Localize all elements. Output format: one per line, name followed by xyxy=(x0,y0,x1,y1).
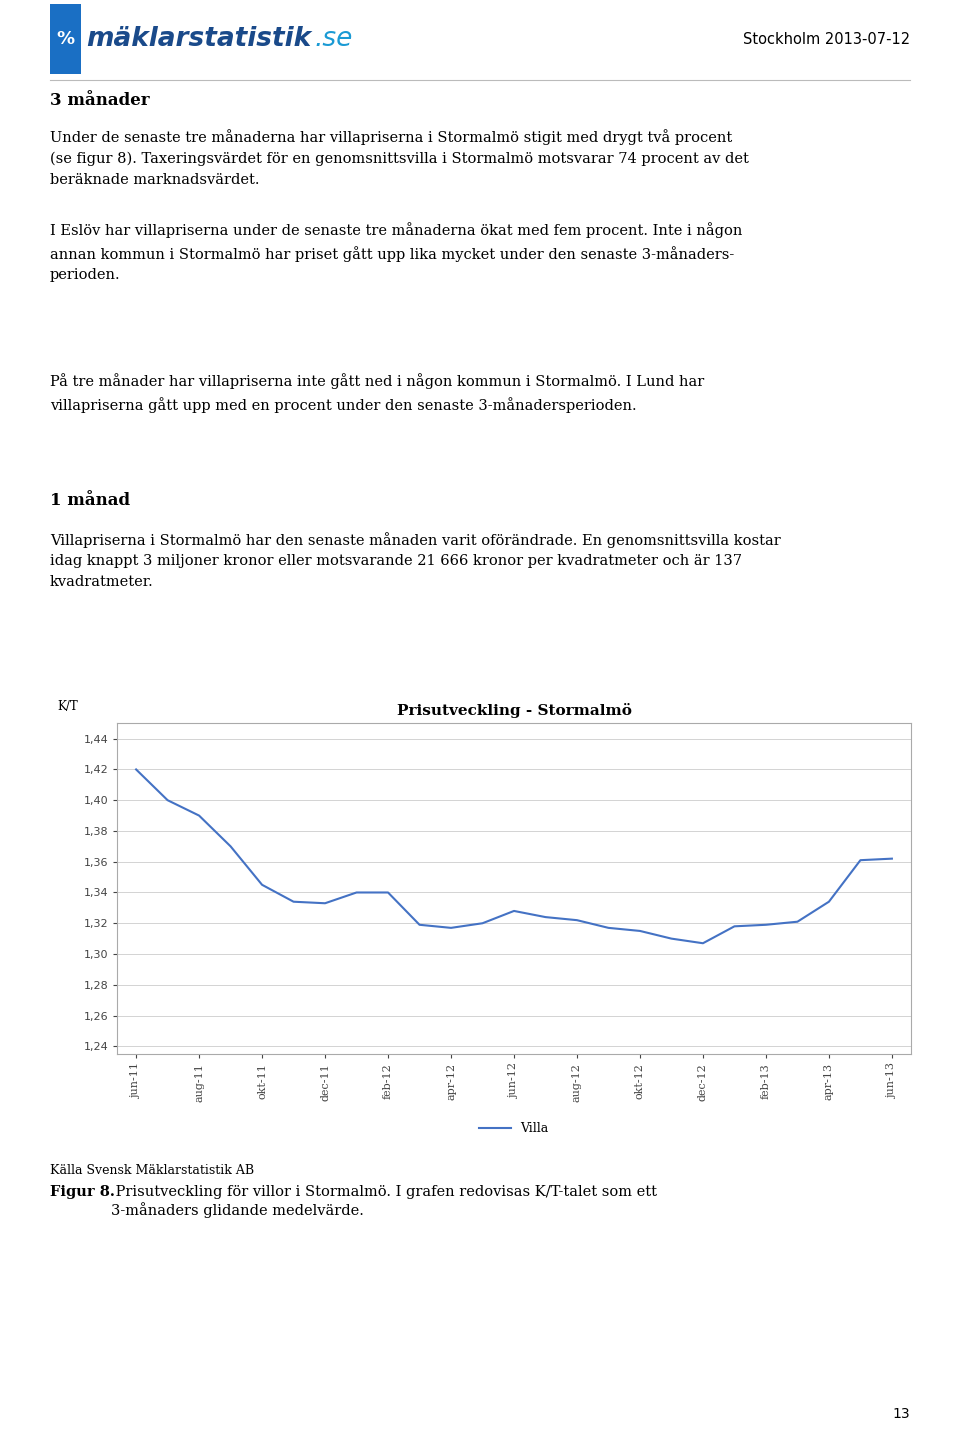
Text: 3 månader: 3 månader xyxy=(50,92,150,108)
Text: 13: 13 xyxy=(893,1407,910,1421)
Text: Under de senaste tre månaderna har villapriserna i Stormalmö stigit med drygt tv: Under de senaste tre månaderna har villa… xyxy=(50,128,749,186)
Text: .se: .se xyxy=(315,26,352,52)
FancyBboxPatch shape xyxy=(50,4,81,74)
Text: Källa Svensk Mäklarstatistik AB: Källa Svensk Mäklarstatistik AB xyxy=(50,1165,254,1177)
Text: Stockholm 2013-07-12: Stockholm 2013-07-12 xyxy=(743,32,910,46)
Title: Prisutveckling - Stormalmö: Prisutveckling - Stormalmö xyxy=(396,703,632,719)
Text: Figur 8.: Figur 8. xyxy=(50,1185,115,1199)
Legend: Villa: Villa xyxy=(474,1117,554,1140)
Text: %: % xyxy=(57,30,75,48)
Text: 1 månad: 1 månad xyxy=(50,492,130,509)
Text: På tre månader har villapriserna inte gått ned i någon kommun i Stormalmö. I Lun: På tre månader har villapriserna inte gå… xyxy=(50,374,705,413)
Text: Villapriserna i Stormalmö har den senaste månaden varit oförändrade. En genomsni: Villapriserna i Stormalmö har den senast… xyxy=(50,532,780,589)
Text: mäklarstatistik: mäklarstatistik xyxy=(86,26,312,52)
Text: K/T: K/T xyxy=(58,700,79,713)
Text: Prisutveckling för villor i Stormalmö. I grafen redovisas K/T-talet som ett
3-må: Prisutveckling för villor i Stormalmö. I… xyxy=(111,1185,657,1218)
Text: I Eslöv har villapriserna under de senaste tre månaderna ökat med fem procent. I: I Eslöv har villapriserna under de senas… xyxy=(50,222,742,283)
